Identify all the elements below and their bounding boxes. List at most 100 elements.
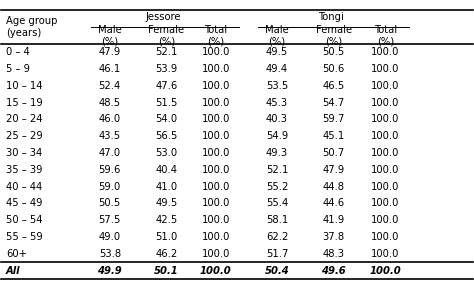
Text: 43.5: 43.5: [99, 131, 121, 141]
Text: 53.8: 53.8: [99, 249, 121, 259]
Text: 48.3: 48.3: [323, 249, 345, 259]
Text: 48.5: 48.5: [99, 98, 121, 108]
Text: Tongi: Tongi: [319, 12, 344, 22]
Text: 100.0: 100.0: [371, 81, 400, 91]
Text: 42.5: 42.5: [155, 215, 177, 225]
Text: 53.0: 53.0: [155, 148, 177, 158]
Text: 49.9: 49.9: [97, 266, 122, 276]
Text: 100.0: 100.0: [371, 198, 400, 208]
Text: 53.9: 53.9: [155, 64, 177, 74]
Text: 50.4: 50.4: [264, 266, 290, 276]
Text: 46.0: 46.0: [99, 114, 121, 124]
Text: 50.5: 50.5: [322, 47, 345, 57]
Text: 51.5: 51.5: [155, 98, 177, 108]
Text: 55 – 59: 55 – 59: [6, 232, 43, 242]
Text: 52.4: 52.4: [99, 81, 121, 91]
Text: Age group
(years): Age group (years): [6, 16, 57, 38]
Text: 62.2: 62.2: [266, 232, 288, 242]
Text: 100.0: 100.0: [371, 98, 400, 108]
Text: 100.0: 100.0: [371, 249, 400, 259]
Text: 47.9: 47.9: [99, 47, 121, 57]
Text: 51.0: 51.0: [155, 232, 177, 242]
Text: All: All: [6, 266, 20, 276]
Text: 100.0: 100.0: [201, 232, 230, 242]
Text: 49.5: 49.5: [266, 47, 288, 57]
Text: 5 – 9: 5 – 9: [6, 64, 30, 74]
Text: 52.1: 52.1: [155, 47, 177, 57]
Text: 37.8: 37.8: [322, 232, 345, 242]
Text: 100.0: 100.0: [201, 182, 230, 192]
Text: 0 – 4: 0 – 4: [6, 47, 30, 57]
Text: 44.6: 44.6: [322, 198, 345, 208]
Text: 41.9: 41.9: [322, 215, 345, 225]
Text: 46.2: 46.2: [155, 249, 177, 259]
Text: 100.0: 100.0: [371, 232, 400, 242]
Text: 56.5: 56.5: [155, 131, 177, 141]
Text: Male
(%): Male (%): [265, 24, 289, 46]
Text: Jessore: Jessore: [145, 12, 181, 22]
Text: 45.3: 45.3: [266, 98, 288, 108]
Text: 49.5: 49.5: [155, 198, 177, 208]
Text: 100.0: 100.0: [201, 198, 230, 208]
Text: 44.8: 44.8: [323, 182, 345, 192]
Text: 100.0: 100.0: [370, 266, 401, 276]
Text: 47.0: 47.0: [99, 148, 121, 158]
Text: 50 – 54: 50 – 54: [6, 215, 43, 225]
Text: 100.0: 100.0: [201, 131, 230, 141]
Text: Female
(%): Female (%): [316, 24, 352, 46]
Text: 100.0: 100.0: [201, 165, 230, 175]
Text: 100.0: 100.0: [371, 148, 400, 158]
Text: 52.1: 52.1: [266, 165, 288, 175]
Text: 49.4: 49.4: [266, 64, 288, 74]
Text: 49.6: 49.6: [321, 266, 346, 276]
Text: 47.9: 47.9: [322, 165, 345, 175]
Text: 100.0: 100.0: [201, 81, 230, 91]
Text: 60+: 60+: [6, 249, 27, 259]
Text: 40 – 44: 40 – 44: [6, 182, 42, 192]
Text: 49.0: 49.0: [99, 232, 121, 242]
Text: 30 – 34: 30 – 34: [6, 148, 42, 158]
Text: 100.0: 100.0: [200, 266, 232, 276]
Text: 20 – 24: 20 – 24: [6, 114, 43, 124]
Text: 100.0: 100.0: [371, 64, 400, 74]
Text: 50.1: 50.1: [154, 266, 179, 276]
Text: 100.0: 100.0: [371, 215, 400, 225]
Text: 100.0: 100.0: [201, 98, 230, 108]
Text: 25 – 29: 25 – 29: [6, 131, 43, 141]
Text: 53.5: 53.5: [266, 81, 288, 91]
Text: 55.4: 55.4: [266, 198, 288, 208]
Text: 100.0: 100.0: [371, 114, 400, 124]
Text: 59.6: 59.6: [99, 165, 121, 175]
Text: 40.4: 40.4: [155, 165, 177, 175]
Text: 46.1: 46.1: [99, 64, 121, 74]
Text: 100.0: 100.0: [371, 47, 400, 57]
Text: Total
(%): Total (%): [204, 24, 228, 46]
Text: 40.3: 40.3: [266, 114, 288, 124]
Text: 45 – 49: 45 – 49: [6, 198, 43, 208]
Text: 54.7: 54.7: [322, 98, 345, 108]
Text: 50.5: 50.5: [99, 198, 121, 208]
Text: 50.7: 50.7: [322, 148, 345, 158]
Text: 10 – 14: 10 – 14: [6, 81, 43, 91]
Text: 46.5: 46.5: [322, 81, 345, 91]
Text: 57.5: 57.5: [99, 215, 121, 225]
Text: 100.0: 100.0: [371, 182, 400, 192]
Text: 55.2: 55.2: [266, 182, 288, 192]
Text: 54.0: 54.0: [155, 114, 177, 124]
Text: 51.7: 51.7: [266, 249, 288, 259]
Text: Female
(%): Female (%): [148, 24, 184, 46]
Text: 58.1: 58.1: [266, 215, 288, 225]
Text: 45.1: 45.1: [322, 131, 345, 141]
Text: 59.7: 59.7: [322, 114, 345, 124]
Text: 100.0: 100.0: [201, 64, 230, 74]
Text: 100.0: 100.0: [201, 114, 230, 124]
Text: 100.0: 100.0: [201, 148, 230, 158]
Text: 15 – 19: 15 – 19: [6, 98, 43, 108]
Text: 41.0: 41.0: [155, 182, 177, 192]
Text: 100.0: 100.0: [201, 249, 230, 259]
Text: 47.6: 47.6: [155, 81, 177, 91]
Text: Male
(%): Male (%): [98, 24, 122, 46]
Text: 100.0: 100.0: [201, 215, 230, 225]
Text: Total
(%): Total (%): [374, 24, 397, 46]
Text: 50.6: 50.6: [322, 64, 345, 74]
